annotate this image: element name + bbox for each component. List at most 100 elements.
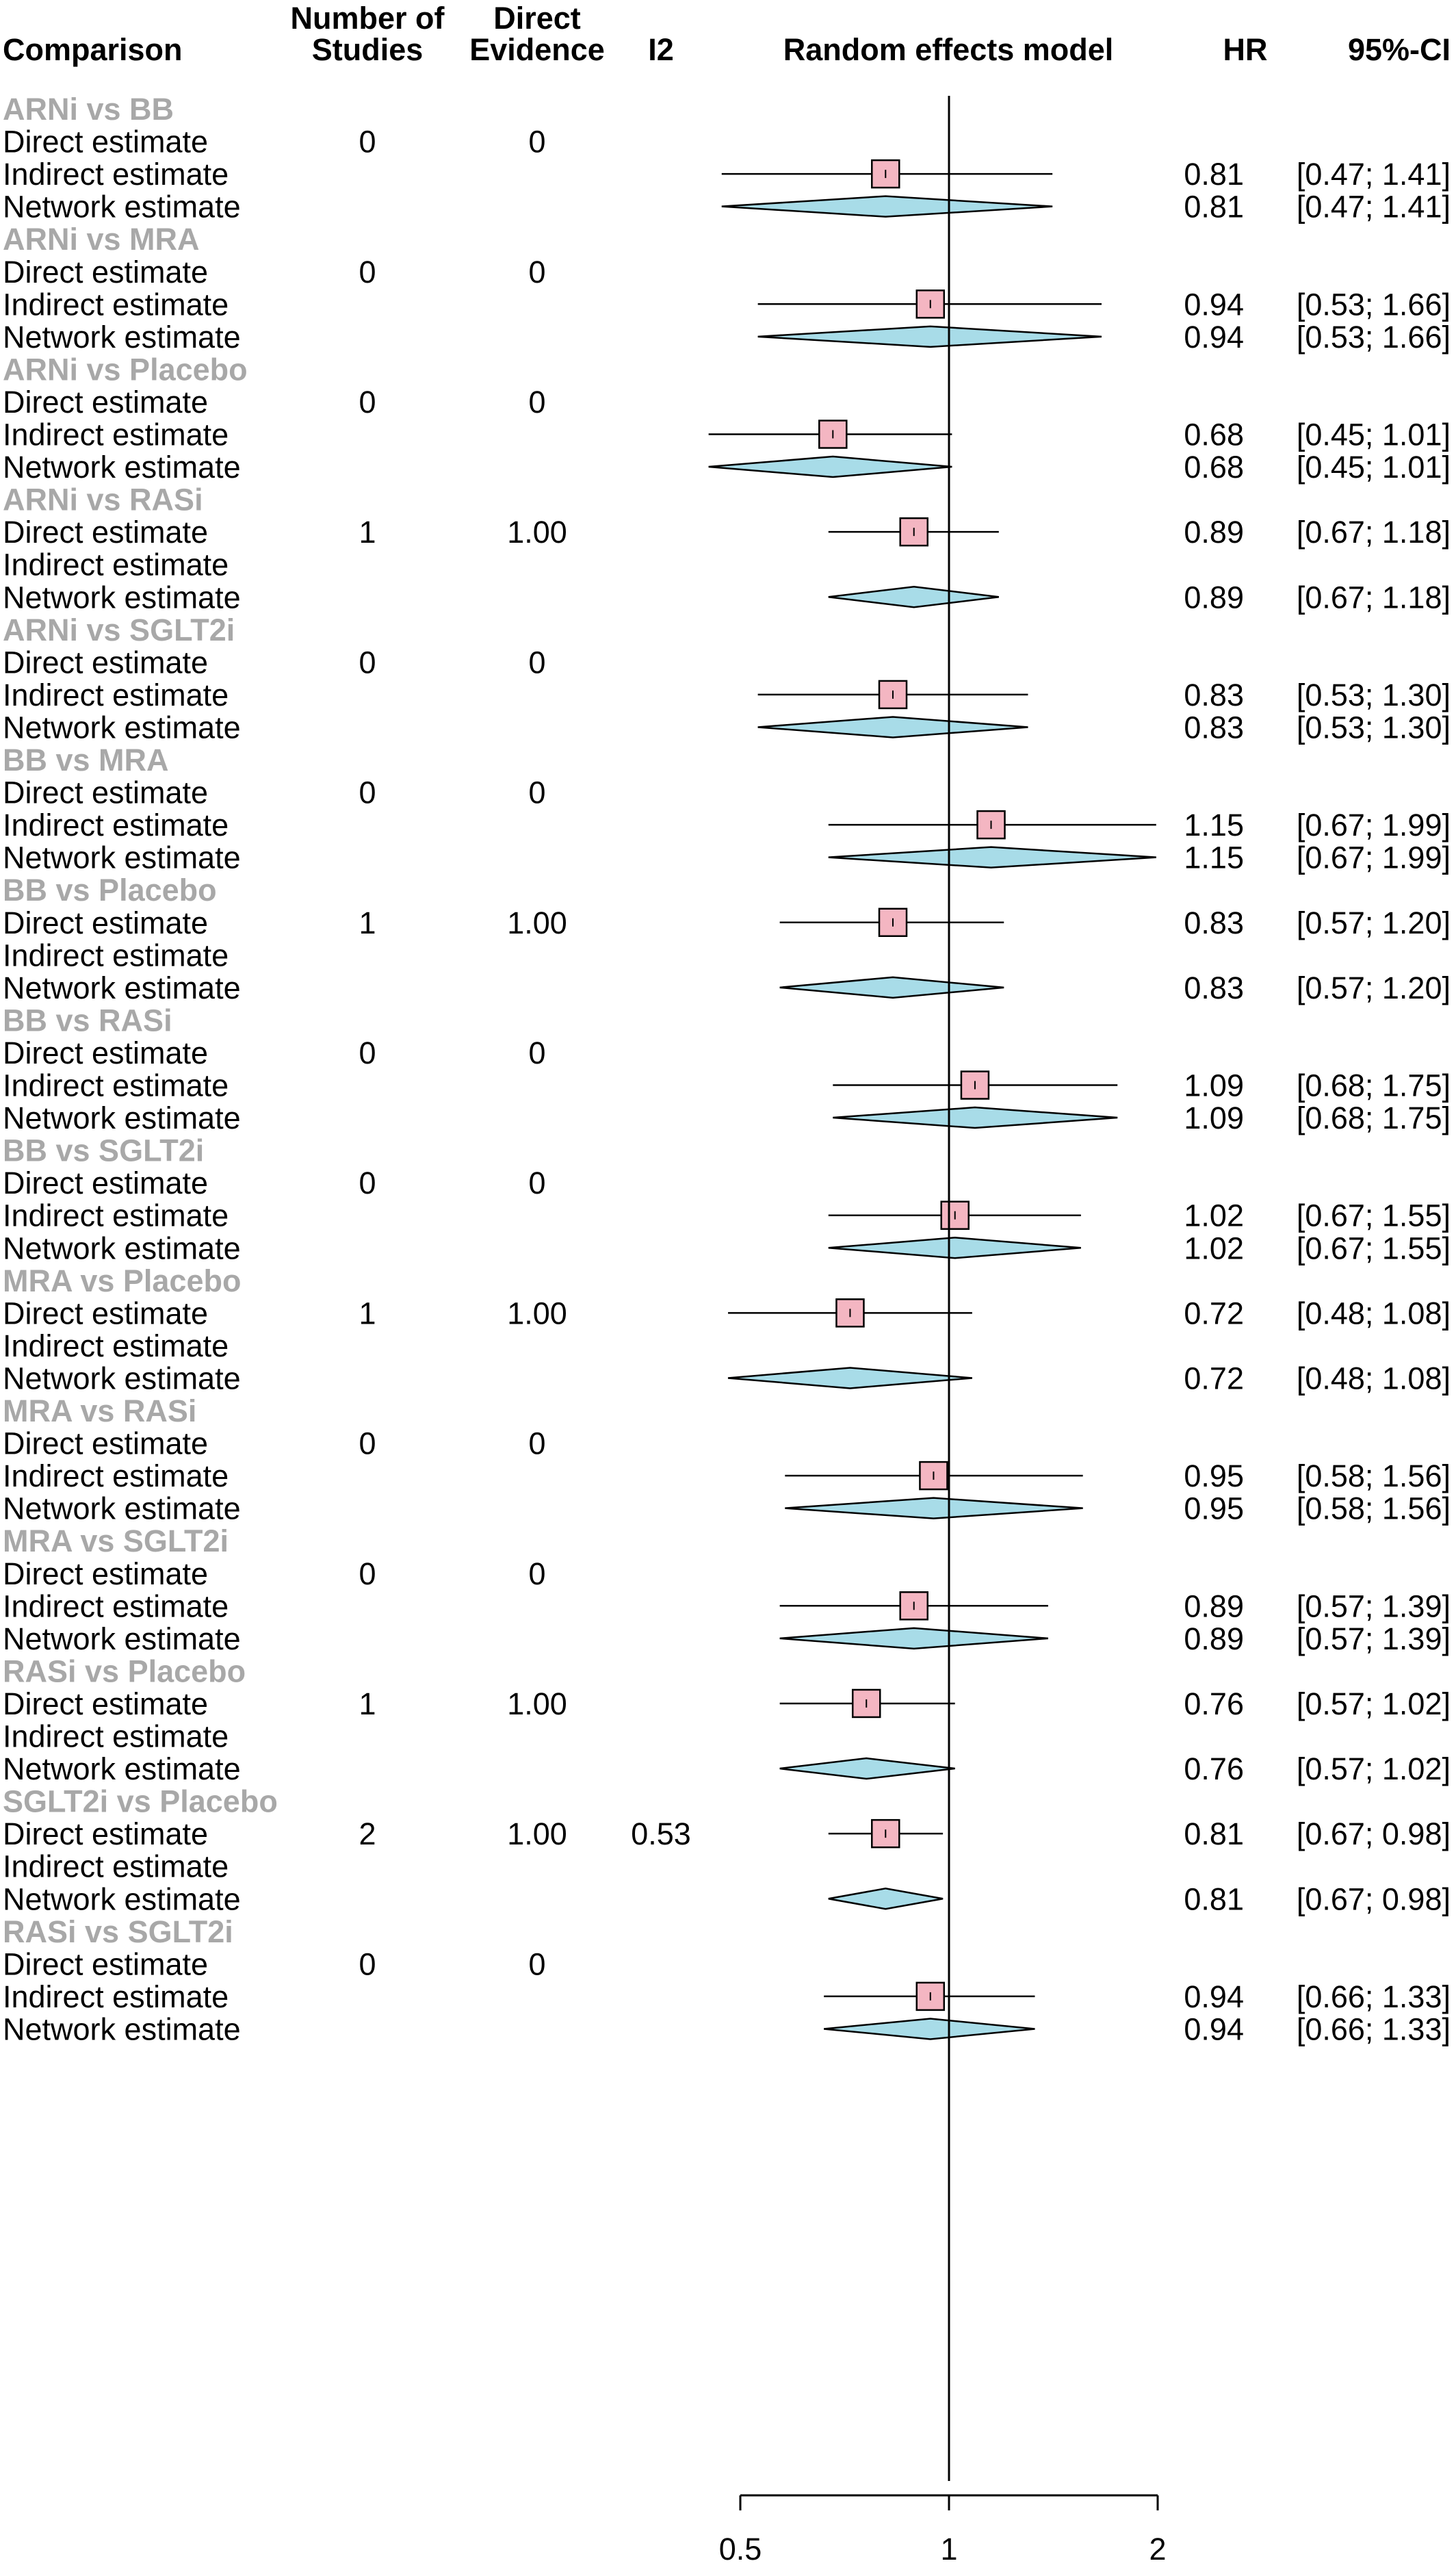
estimate-hr-value: 1.09	[1184, 1068, 1244, 1103]
estimate-hr-value: 0.83	[1184, 678, 1244, 712]
network-hr-value: 0.94	[1184, 2011, 1244, 2046]
estimate-ci-value: [0.57; 1.20]	[1297, 905, 1451, 940]
network-hr-value: 1.09	[1184, 1101, 1244, 1135]
network-estimate-label: Network estimate	[3, 1231, 241, 1265]
comparison-label: RASi vs SGLT2i	[3, 1914, 233, 1949]
network-estimate-label: Network estimate	[3, 970, 241, 1005]
number-of-studies: 0	[359, 1036, 376, 1070]
estimate-ci-value: [0.67; 0.98]	[1297, 1816, 1451, 1851]
network-ci-value: [0.58; 1.56]	[1297, 1491, 1451, 1526]
header-comparison: Comparison	[3, 32, 183, 67]
direct-estimate-label: Direct estimate	[3, 905, 208, 940]
number-of-studies: 0	[359, 775, 376, 810]
direct-estimate-label: Direct estimate	[3, 1166, 208, 1200]
direct-estimate-label: Direct estimate	[3, 775, 208, 810]
network-diamond	[757, 716, 1028, 738]
estimate-hr-value: 0.83	[1184, 905, 1244, 940]
direct-estimate-label: Direct estimate	[3, 1296, 208, 1330]
header-number-of-studies-line1: Number of	[291, 1, 445, 36]
header-hr: HR	[1223, 32, 1268, 67]
direct-estimate-label: Direct estimate	[3, 1426, 208, 1461]
network-diamond	[785, 1497, 1083, 1519]
network-estimate-label: Network estimate	[3, 1881, 241, 1916]
direct-evidence-value: 0	[528, 385, 545, 420]
network-estimate-label: Network estimate	[3, 190, 241, 224]
x-axis: 0.5 1 2	[719, 96, 1167, 2567]
number-of-studies: 0	[359, 1946, 376, 1981]
direct-estimate-label: Direct estimate	[3, 515, 208, 550]
network-hr-value: 0.81	[1184, 1881, 1244, 1916]
estimate-ci-value: [0.67; 1.18]	[1297, 515, 1451, 550]
number-of-studies: 2	[359, 1816, 376, 1851]
comparison-label: ARNi vs BB	[3, 92, 174, 127]
direct-evidence-value: 0	[528, 1556, 545, 1591]
network-estimate-label: Network estimate	[3, 840, 241, 875]
network-hr-value: 0.89	[1184, 580, 1244, 615]
network-hr-value: 0.72	[1184, 1361, 1244, 1396]
network-hr-value: 0.83	[1184, 970, 1244, 1005]
header-model: Random effects model	[783, 32, 1114, 67]
network-ci-value: [0.53; 1.66]	[1297, 320, 1451, 355]
comparison-label: ARNi vs RASi	[3, 483, 203, 517]
direct-evidence-value: 1.00	[507, 1296, 567, 1330]
axis-tick-label: 1	[940, 2532, 957, 2567]
network-ci-value: [0.53; 1.30]	[1297, 710, 1451, 745]
network-diamond	[779, 1627, 1048, 1650]
network-diamond	[721, 195, 1053, 218]
estimate-hr-value: 1.02	[1184, 1198, 1244, 1233]
direct-evidence-value: 0	[528, 1036, 545, 1070]
number-of-studies: 0	[359, 645, 376, 680]
network-ci-value: [0.45; 1.01]	[1297, 450, 1451, 485]
network-diamond	[828, 1236, 1081, 1259]
estimate-ci-value: [0.53; 1.30]	[1297, 678, 1451, 712]
comparison-label: ARNi vs SGLT2i	[3, 613, 235, 647]
direct-evidence-value: 0	[528, 255, 545, 290]
network-estimate-label: Network estimate	[3, 710, 241, 745]
direct-evidence-value: 0	[528, 1946, 545, 1981]
estimate-hr-value: 0.68	[1184, 417, 1244, 452]
network-ci-value: [0.57; 1.39]	[1297, 1621, 1451, 1656]
direct-evidence-value: 0	[528, 775, 545, 810]
comparison-label: MRA vs Placebo	[3, 1263, 241, 1298]
network-ci-value: [0.67; 1.18]	[1297, 580, 1451, 615]
network-ci-value: [0.57; 1.02]	[1297, 1751, 1451, 1786]
estimate-ci-value: [0.68; 1.75]	[1297, 1068, 1451, 1103]
network-estimate-label: Network estimate	[3, 1101, 241, 1135]
indirect-estimate-label: Indirect estimate	[3, 1068, 229, 1103]
estimate-hr-value: 0.95	[1184, 1458, 1244, 1493]
network-hr-value: 0.94	[1184, 320, 1244, 355]
network-hr-value: 0.68	[1184, 450, 1244, 485]
estimate-square	[835, 1298, 865, 1328]
estimate-hr-value: 0.81	[1184, 157, 1244, 192]
estimate-ci-value: [0.48; 1.08]	[1297, 1296, 1451, 1330]
estimate-hr-value: 1.15	[1184, 808, 1244, 843]
indirect-estimate-label: Indirect estimate	[3, 548, 229, 582]
estimate-hr-value: 0.89	[1184, 1589, 1244, 1623]
direct-estimate-label: Direct estimate	[3, 1036, 208, 1070]
header-direct-evidence-line1: Direct	[493, 1, 581, 36]
estimate-square	[878, 680, 908, 710]
indirect-estimate-label: Indirect estimate	[3, 157, 229, 192]
direct-evidence-value: 1.00	[507, 1686, 567, 1721]
comparison-label: RASi vs Placebo	[3, 1654, 246, 1688]
number-of-studies: 0	[359, 1426, 376, 1461]
network-estimate-label: Network estimate	[3, 1751, 241, 1786]
direct-estimate-label: Direct estimate	[3, 1816, 208, 1851]
network-ci-value: [0.47; 1.41]	[1297, 190, 1451, 224]
indirect-estimate-label: Indirect estimate	[3, 417, 229, 452]
network-estimate-label: Network estimate	[3, 2011, 241, 2046]
direct-evidence-value: 1.00	[507, 515, 567, 550]
network-hr-value: 0.95	[1184, 1491, 1244, 1526]
header-direct-evidence-line2: Evidence	[469, 32, 605, 67]
indirect-estimate-label: Indirect estimate	[3, 1719, 229, 1754]
number-of-studies: 0	[359, 125, 376, 159]
comparison-label: BB vs MRA	[3, 743, 169, 777]
indirect-estimate-label: Indirect estimate	[3, 1589, 229, 1623]
network-diamond	[757, 325, 1102, 348]
network-ci-value: [0.66; 1.33]	[1297, 2011, 1451, 2046]
